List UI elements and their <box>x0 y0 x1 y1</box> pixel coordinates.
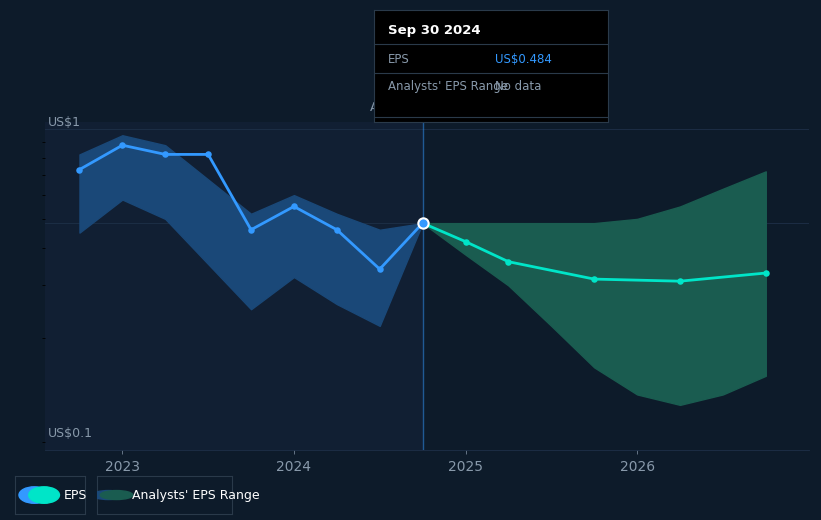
Text: US$0.484: US$0.484 <box>495 53 552 66</box>
Point <box>116 141 129 149</box>
Point <box>416 219 429 227</box>
Text: US$1: US$1 <box>48 115 80 128</box>
Text: Analysts' EPS Range: Analysts' EPS Range <box>132 489 259 501</box>
Bar <box>45 122 423 450</box>
Point <box>287 202 300 211</box>
Text: EPS: EPS <box>388 53 410 66</box>
Point <box>73 165 86 174</box>
Text: Sep 30 2024: Sep 30 2024 <box>388 24 480 37</box>
Text: US$0.1: US$0.1 <box>48 427 93 440</box>
Circle shape <box>100 490 133 500</box>
Circle shape <box>29 487 59 503</box>
Point <box>374 265 387 274</box>
Circle shape <box>19 487 49 503</box>
Point <box>330 226 343 234</box>
Text: Analysts' EPS Range: Analysts' EPS Range <box>388 80 507 93</box>
Text: Actual: Actual <box>369 101 409 114</box>
Text: EPS: EPS <box>64 489 87 501</box>
Point <box>502 257 515 266</box>
Circle shape <box>92 490 125 500</box>
Text: No data: No data <box>495 80 542 93</box>
Point <box>588 275 601 283</box>
Point <box>202 150 215 159</box>
Point <box>673 277 686 285</box>
Point <box>245 226 258 234</box>
Point <box>759 269 773 277</box>
Point <box>459 238 472 246</box>
Point <box>158 150 172 159</box>
Text: Analysts Forecasts: Analysts Forecasts <box>436 101 553 114</box>
Point <box>416 219 429 227</box>
